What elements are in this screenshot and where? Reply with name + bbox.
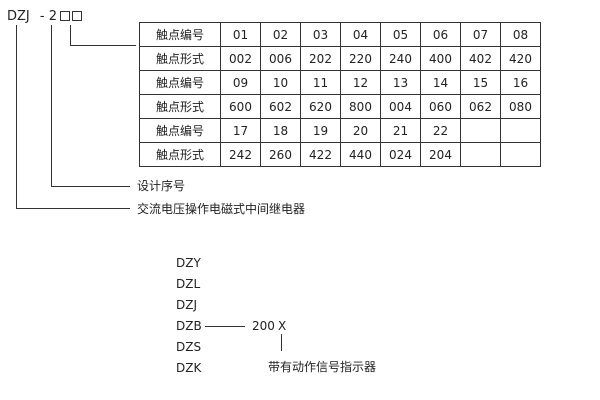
- table-cell: 440: [340, 142, 381, 167]
- series-item: DZL: [176, 277, 201, 291]
- row-label: 触点形式: [139, 46, 221, 71]
- series-item: DZJ: [176, 298, 197, 312]
- placeholder-box: [72, 11, 83, 21]
- table-cell: 04: [340, 22, 381, 47]
- model-prefix: DZJ: [7, 9, 30, 24]
- table-cell: 03: [300, 22, 341, 47]
- table-row: 触点编号 09 10 11 12 13 14 15 16: [139, 70, 541, 95]
- row-label: 触点编号: [139, 70, 221, 95]
- table-cell: 204: [420, 142, 461, 167]
- placeholder-box: [60, 11, 71, 21]
- table-cell: 07: [460, 22, 501, 47]
- connector-line: [51, 25, 52, 186]
- relay-type-label: 交流电压操作电磁式中间继电器: [137, 202, 306, 216]
- series-item: DZB: [176, 319, 202, 333]
- table-cell: 09: [220, 70, 261, 95]
- table-cell: 080: [500, 94, 541, 119]
- table-cell: 062: [460, 94, 501, 119]
- connector-line: [16, 25, 17, 208]
- row-label: 触点编号: [139, 22, 221, 47]
- table-cell: 004: [380, 94, 421, 119]
- table-cell: 600: [220, 94, 261, 119]
- table-cell: 06: [420, 22, 461, 47]
- table-cell: 422: [300, 142, 341, 167]
- design-no-label: 设计序号: [137, 179, 186, 193]
- table-cell: 05: [380, 22, 421, 47]
- table-cell: 21: [380, 118, 421, 143]
- table-cell: 18: [260, 118, 301, 143]
- table-cell: 13: [380, 70, 421, 95]
- series-item: DZK: [176, 361, 202, 375]
- table-cell: 400: [420, 46, 461, 71]
- connector-line: [16, 208, 130, 209]
- table-cell: 15: [460, 70, 501, 95]
- table-cell: 22: [420, 118, 461, 143]
- table-cell: 006: [260, 46, 301, 71]
- table-cell: 20: [340, 118, 381, 143]
- model-sep: -: [39, 9, 45, 24]
- table-cell: 17: [220, 118, 261, 143]
- table-cell: 12: [340, 70, 381, 95]
- indicator-note: 带有动作信号指示器: [268, 360, 377, 374]
- connector-line: [205, 326, 245, 327]
- suffix-code: 200: [252, 319, 275, 333]
- table-cell: 01: [220, 22, 261, 47]
- suffix-x: X: [278, 319, 287, 333]
- table-cell: 060: [420, 94, 461, 119]
- row-label: 触点编号: [139, 118, 221, 143]
- table-cell: [460, 142, 501, 167]
- table-row: 触点编号 17 18 19 20 21 22: [139, 118, 541, 143]
- table-cell: 242: [220, 142, 261, 167]
- table-cell: 620: [300, 94, 341, 119]
- table-cell: [460, 118, 501, 143]
- connector-line: [70, 45, 136, 46]
- connector-line: [51, 186, 130, 187]
- table-cell: 602: [260, 94, 301, 119]
- row-label: 触点形式: [139, 94, 221, 119]
- table-cell: 11: [300, 70, 341, 95]
- table-cell: 800: [340, 94, 381, 119]
- table-cell: [500, 142, 541, 167]
- table-cell: 14: [420, 70, 461, 95]
- table-cell: 420: [500, 46, 541, 71]
- table-cell: 402: [460, 46, 501, 71]
- table-cell: 220: [340, 46, 381, 71]
- table-row: 触点编号 01 02 03 04 05 06 07 08: [139, 22, 541, 47]
- table-cell: 260: [260, 142, 301, 167]
- table-cell: 002: [220, 46, 261, 71]
- series-item: DZS: [176, 340, 202, 354]
- table-cell: 240: [380, 46, 421, 71]
- row-label: 触点形式: [139, 142, 221, 167]
- table-cell: 02: [260, 22, 301, 47]
- model-digit: 2: [48, 9, 58, 24]
- table-row: 触点形式 002 006 202 220 240 400 402 420: [139, 46, 541, 71]
- table-cell: 16: [500, 70, 541, 95]
- contact-table: 触点编号 01 02 03 04 05 06 07 08 触点形式 002 006 202 220 240 4…: [139, 22, 541, 167]
- model-code: DZJ - 2: [7, 9, 83, 24]
- table-cell: 024: [380, 142, 421, 167]
- table-cell: 202: [300, 46, 341, 71]
- table-row: 触点形式 242 260 422 440 024 204: [139, 142, 541, 167]
- connector-line: [281, 334, 282, 351]
- connector-line: [70, 25, 71, 45]
- table-cell: [500, 118, 541, 143]
- table-cell: 08: [500, 22, 541, 47]
- table-cell: 10: [260, 70, 301, 95]
- series-item: DZY: [176, 256, 201, 270]
- table-row: 触点形式 600 602 620 800 004 060 062 080: [139, 94, 541, 119]
- table-cell: 19: [300, 118, 341, 143]
